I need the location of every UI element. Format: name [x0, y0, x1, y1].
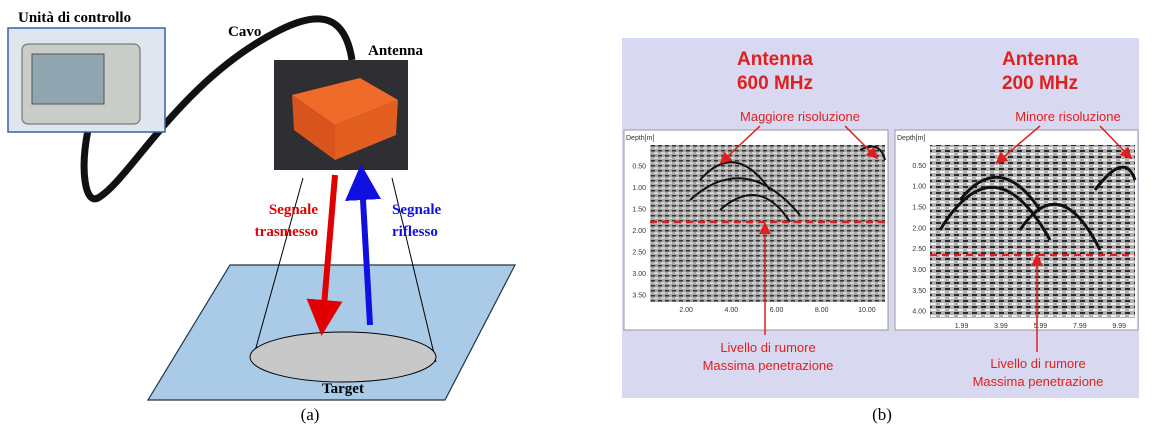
noise-note: Massima penetrazione	[703, 358, 834, 373]
panel-b: Antenna 600 MHz Antenna 200 MHz Maggiore…	[622, 38, 1139, 424]
y-tick-label: 1.00	[912, 184, 926, 191]
x-tick-label: 2.00	[679, 307, 693, 314]
y-tick-label: 3.50	[912, 288, 926, 295]
y-tick-label: 1.50	[632, 207, 646, 214]
y-tick-label: 2.50	[912, 246, 926, 253]
x-tick-label: 8.00	[815, 307, 829, 314]
resolution-note: Minore risoluzione	[1015, 109, 1121, 124]
x-tick-label: 9.99	[1112, 323, 1126, 330]
caption: (b)	[872, 405, 892, 424]
control-unit-label: Unità di controllo	[18, 10, 131, 26]
transmitted-label: Segnale	[269, 202, 319, 218]
y-tick-label: 3.00	[632, 271, 646, 278]
noise-note: Massima penetrazione	[973, 374, 1104, 389]
noise-note: Livello di rumore	[990, 356, 1085, 371]
control-unit-screen	[32, 54, 104, 104]
x-tick-label: 6.00	[770, 307, 784, 314]
y-tick-label: 2.50	[632, 250, 646, 257]
y-tick-label: 2.00	[632, 228, 646, 235]
antenna-title: 200 MHz	[1002, 73, 1078, 94]
y-tick-label: 4.00	[912, 309, 926, 316]
caption: (a)	[301, 405, 320, 424]
x-tick-label: 1.99	[955, 323, 969, 330]
target-area	[250, 332, 436, 382]
y-tick-label: 1.00	[632, 185, 646, 192]
target-label: Target	[322, 381, 364, 397]
y-tick-label: 0.50	[912, 163, 926, 170]
y-tick-label: 1.50	[912, 205, 926, 212]
axis-label: Depth[m]	[626, 135, 654, 142]
panel-a: Unità di controllo Cavo Antenna Segnale …	[8, 10, 515, 424]
figure: Unità di controllo Cavo Antenna Segnale …	[0, 0, 1173, 432]
y-tick-label: 2.00	[912, 225, 926, 232]
y-tick-label: 3.50	[632, 293, 646, 300]
resolution-note: Maggiore risoluzione	[740, 109, 860, 124]
x-tick-label: 5.99	[1034, 323, 1048, 330]
x-tick-label: 3.99	[994, 323, 1008, 330]
x-tick-label: 10.00	[858, 307, 876, 314]
x-tick-label: 7.99	[1073, 323, 1087, 330]
radargram-image	[650, 145, 885, 302]
radargram-image	[930, 145, 1135, 318]
antenna-title: Antenna	[737, 49, 813, 70]
antenna-title: Antenna	[1002, 49, 1078, 70]
antenna-label: Antenna	[368, 43, 424, 59]
antenna-title: 600 MHz	[737, 73, 813, 94]
transmitted-label: trasmesso	[255, 224, 318, 240]
reflected-label: Segnale	[392, 202, 442, 218]
noise-note: Livello di rumore	[720, 340, 815, 355]
y-tick-label: 3.00	[912, 267, 926, 274]
y-tick-label: 0.50	[632, 164, 646, 171]
cable-label: Cavo	[228, 24, 261, 40]
axis-label: Depth[m]	[897, 135, 925, 142]
reflected-label: riflesso	[392, 224, 438, 240]
x-tick-label: 4.00	[725, 307, 739, 314]
